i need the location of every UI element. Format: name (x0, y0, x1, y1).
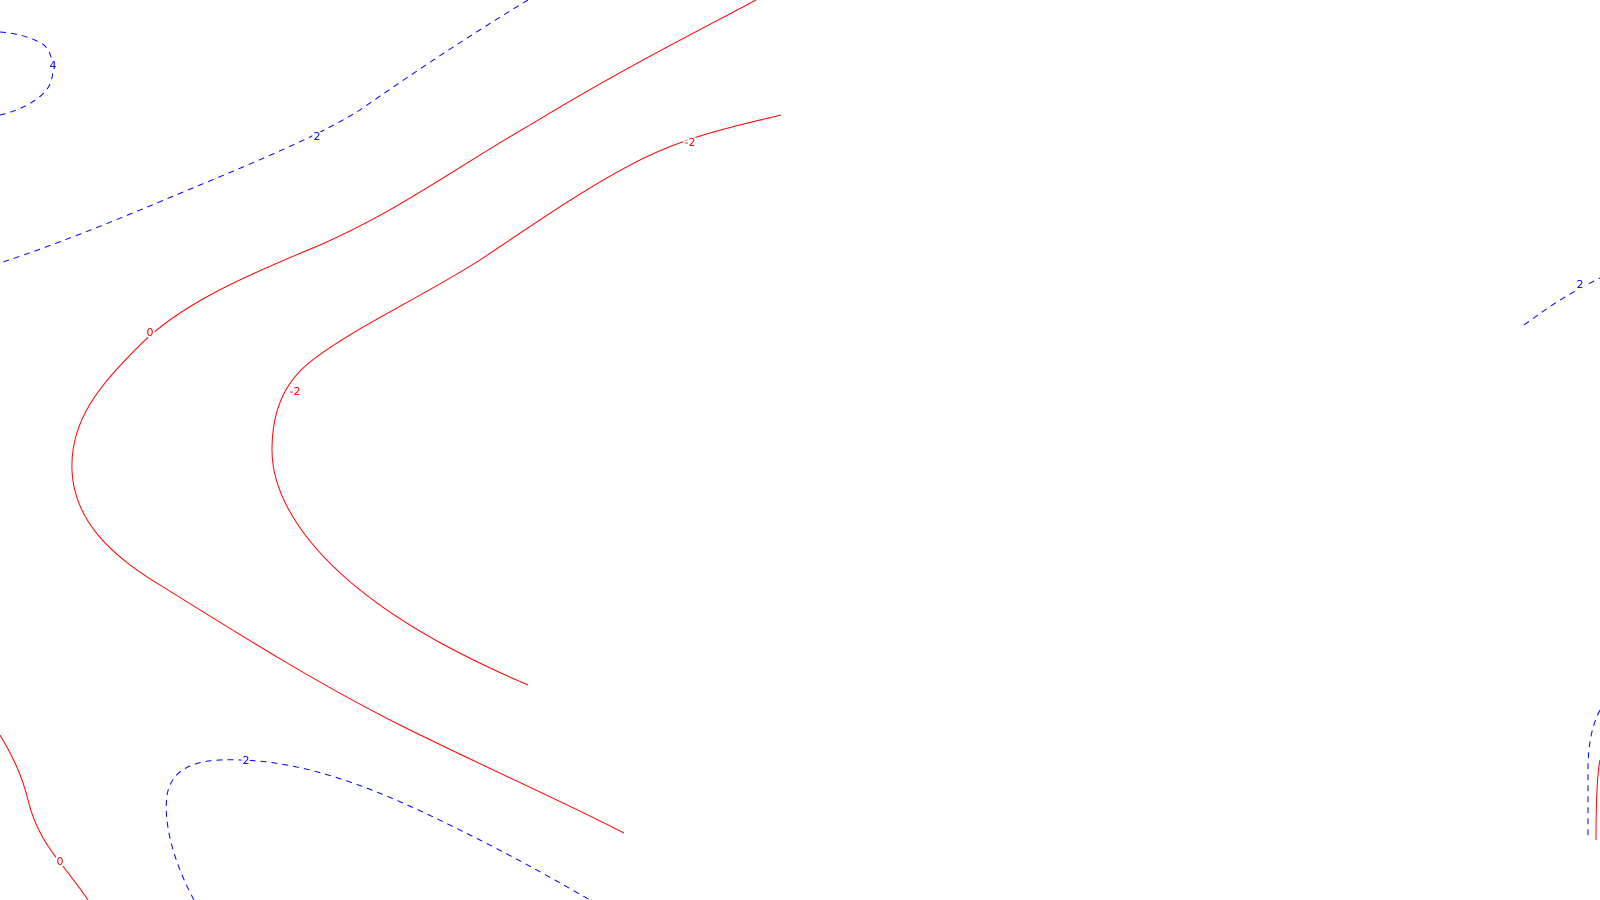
contour-label-0-bottom-left: 0 (57, 855, 64, 868)
contour-label-neg2-top: -2 (685, 136, 696, 149)
contour-line-neg2 (271, 114, 782, 686)
contour-line-2-right (1523, 277, 1600, 326)
contour-line-4 (0, 31, 54, 116)
contour-line-2-top (0, 0, 529, 264)
contour-group-neg2: -2 -2 (271, 114, 782, 686)
contour-line-0-bottom-left (0, 734, 89, 900)
contour-label-2-right: 2 (1577, 278, 1584, 291)
contour-line-2-right-bottom (1587, 709, 1600, 840)
contour-label-0-main: 0 (147, 326, 154, 339)
contour-label-neg2-mid: -2 (290, 385, 301, 398)
contour-label-2-bottom: 2 (243, 754, 250, 767)
contour-line-2-bottom (165, 759, 591, 900)
contour-label-4: 4 (50, 59, 57, 72)
contour-group-4: 4 (0, 31, 59, 116)
contour-line-0-right-bottom (1595, 759, 1600, 841)
contour-line-0-main (71, 0, 757, 834)
contour-label-2-top: 2 (314, 130, 321, 143)
